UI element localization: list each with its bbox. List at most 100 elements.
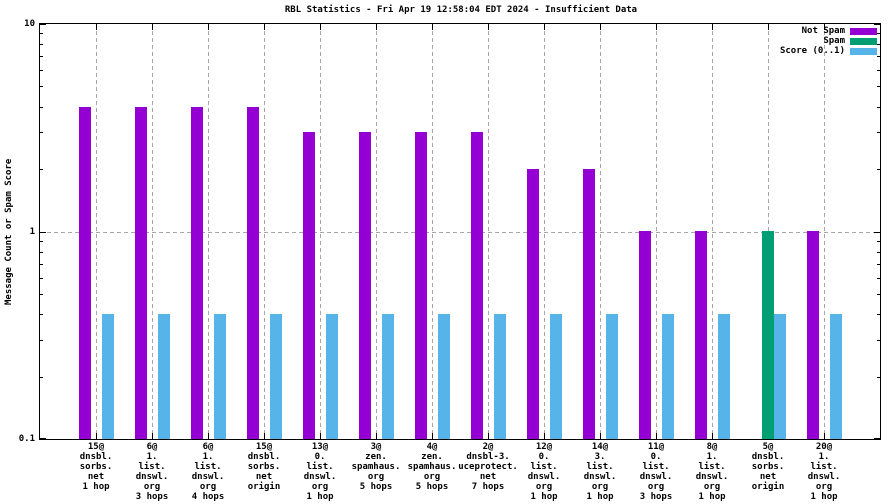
x-tick-label-line: 4 hops (191, 492, 225, 502)
x-tick-label-line: 14@ (591, 442, 609, 452)
x-tick-bottom (432, 433, 433, 439)
x-tick-bottom (264, 433, 265, 439)
x-tick-label-line: dnswl. (527, 472, 561, 482)
bar-not-spam (639, 231, 651, 439)
x-tick-label-line: list. (586, 462, 614, 472)
x-tick-label-line: net (479, 472, 497, 482)
x-tick-top (376, 24, 377, 30)
x-tick-label-line: dnsbl. (247, 452, 281, 462)
x-tick-label-line: list. (194, 462, 222, 472)
legend: Not Spam Spam Score (0..1) (780, 26, 877, 56)
y-tick-minor-left (40, 377, 43, 378)
x-tick-label-line: 5 hops (359, 482, 393, 492)
x-tick-label-line: 13@ (311, 442, 329, 452)
x-tick-label: 6@ 1. list. dnswl. org 4 hops (163, 442, 253, 502)
vertical-gridline (96, 24, 97, 439)
x-tick-label-line: 1 hop (306, 492, 334, 502)
x-tick-label-line: org (423, 472, 441, 482)
legend-label: Spam (823, 36, 845, 46)
vertical-gridline (824, 24, 825, 439)
x-tick-top (600, 24, 601, 30)
x-tick-top (768, 24, 769, 30)
x-tick-label-line: 5@ (762, 442, 774, 452)
y-tick-minor-left (40, 107, 43, 108)
x-tick-bottom (152, 433, 153, 439)
x-tick-label-line: dnsbl-3. (466, 452, 510, 462)
x-tick-label-line: 1. (818, 452, 830, 462)
x-tick-top (656, 24, 657, 30)
chart-title: RBL Statistics - Fri Apr 19 12:58:04 EDT… (284, 5, 638, 15)
bar-score-0-1 (662, 314, 674, 439)
y-tick-minor-right (877, 241, 880, 242)
x-tick-label: 15@ dnsbl. sorbs. net 1 hop (51, 442, 141, 492)
bar-score-0-1 (774, 314, 786, 439)
x-tick-label-line: 12@ (535, 442, 553, 452)
legend-swatch-not-spam (850, 27, 877, 35)
x-tick-label: 5@ dnsbl. sorbs. net origin (723, 442, 813, 492)
x-tick-label-line: 3@ (370, 442, 382, 452)
y-tick-minor-right (877, 294, 880, 295)
x-tick-label-line: 15@ (87, 442, 105, 452)
x-tick-label-line: sorbs. (247, 462, 281, 472)
x-tick-label-line: org (143, 482, 161, 492)
bar-score-0-1 (494, 314, 506, 439)
x-tick-label-line: 4@ (426, 442, 438, 452)
x-tick-label-line: spamhaus. (351, 462, 401, 472)
x-tick-label-line: dnsbl. (79, 452, 113, 462)
x-tick-top (320, 24, 321, 30)
y-tick-minor-right (877, 169, 880, 170)
y-tick-minor-right (877, 314, 880, 315)
bar-score-0-1 (158, 314, 170, 439)
y-tick-label: 0.1 (18, 434, 35, 444)
x-tick-bottom (96, 433, 97, 439)
y-tick-minor-left (40, 169, 43, 170)
y-tick-minor-right (877, 33, 880, 34)
x-tick-label-line: uceprotect. (458, 462, 518, 472)
x-tick-label-line: spamhaus. (407, 462, 457, 472)
y-tick-minor-right (877, 70, 880, 71)
x-tick-label: 8@ 1. list. dnswl. org 1 hop (667, 442, 757, 502)
y-tick-minor-right (877, 44, 880, 45)
x-tick-label-line: zen. (365, 452, 387, 462)
bar-not-spam (135, 107, 147, 439)
y-tick-minor-left (40, 278, 43, 279)
x-tick-label-line: org (815, 482, 833, 492)
bar-spam (762, 231, 774, 439)
x-tick-label-line: 1. (146, 452, 158, 462)
vertical-gridline (432, 24, 433, 439)
x-tick-label-line: origin (751, 482, 785, 492)
x-tick-label-line: dnswl. (695, 472, 729, 482)
x-tick-label: 3@ zen. spamhaus. org 5 hops (331, 442, 421, 492)
bar-not-spam (583, 169, 595, 439)
bar-score-0-1 (214, 314, 226, 439)
x-tick-top (544, 24, 545, 30)
x-tick-label: 2@ dnsbl-3. uceprotect. net 7 hops (443, 442, 533, 492)
legend-row-spam: Spam (780, 36, 877, 46)
x-tick-label: 15@ dnsbl. sorbs. net origin (219, 442, 309, 492)
y-tick-major-right (874, 24, 880, 25)
x-tick-label-line: org (199, 482, 217, 492)
bar-not-spam (303, 132, 315, 439)
x-tick-top (712, 24, 713, 30)
x-tick-label-line: 1 hop (586, 492, 614, 502)
x-tick-bottom (824, 433, 825, 439)
y-tick-minor-left (40, 340, 43, 341)
x-tick-label-line: org (311, 482, 329, 492)
x-tick-top (264, 24, 265, 30)
legend-swatch-score-0-1 (850, 47, 877, 55)
vertical-gridline (712, 24, 713, 439)
y-tick-minor-right (877, 86, 880, 87)
x-tick-label-line: org (591, 482, 609, 492)
y-tick-major-left (40, 24, 46, 25)
x-tick-label-line: org (647, 482, 665, 492)
x-tick-label-line: 1 hop (698, 492, 726, 502)
y-tick-minor-left (40, 264, 43, 265)
x-tick-label: 14@ 3. list. dnswl. org 1 hop (555, 442, 645, 502)
x-tick-label-line: dnswl. (191, 472, 225, 482)
y-tick-major-left (40, 438, 46, 439)
x-tick-top (96, 24, 97, 30)
vertical-gridline (656, 24, 657, 439)
x-tick-label-line: 8@ (706, 442, 718, 452)
x-tick-label-line: org (535, 482, 553, 492)
